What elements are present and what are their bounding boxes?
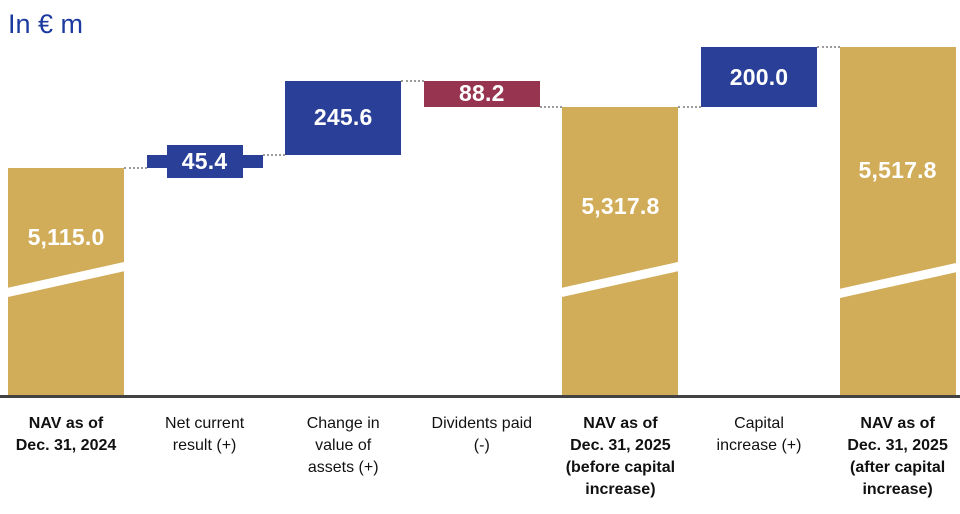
waterfall-bar	[562, 107, 679, 396]
waterfall-bar	[285, 80, 402, 155]
bar-value-label: 5,517.8	[858, 156, 937, 183]
category-label: NAV as of Dec. 31, 2024	[15, 415, 117, 454]
x-axis-line	[0, 395, 960, 398]
waterfall-bar	[701, 47, 817, 108]
bar-value-label: 5,115.0	[27, 223, 105, 250]
category-label: Dividents paid (-)	[431, 415, 533, 454]
category-label: NAV as of Dec. 31, 2025 (before capital …	[565, 415, 676, 498]
axis-break-mark	[839, 260, 956, 300]
connector-dotted-line	[124, 167, 147, 170]
waterfall-bar-label-box	[166, 145, 243, 179]
waterfall-bar	[8, 168, 124, 396]
category-label: Change in value of assets (+)	[306, 415, 380, 476]
category-label: Capital increase (+)	[716, 415, 802, 454]
connector-dotted-line	[262, 153, 286, 156]
waterfall-bar	[423, 80, 540, 108]
connector-dotted-line	[817, 46, 840, 48]
bar-value-label: 5,317.8	[581, 192, 660, 219]
axis-break-mark	[8, 260, 124, 300]
bar-value-label: 45.4	[181, 148, 228, 175]
category-label: Net current result (+)	[165, 415, 245, 454]
axis-break-mark	[562, 260, 679, 300]
connector-dotted-line	[539, 106, 563, 109]
waterfall-bar	[839, 47, 956, 396]
bar-value-label: 200.0	[729, 63, 789, 90]
connector-dotted-line	[678, 106, 701, 109]
category-label: NAV as of Dec. 31, 2025 (after capital i…	[847, 415, 948, 498]
bar-value-label: 88.2	[459, 80, 505, 107]
bar-value-label: 245.6	[313, 104, 373, 131]
chart-title: In € m	[8, 9, 84, 39]
connector-dotted-line	[401, 79, 424, 82]
